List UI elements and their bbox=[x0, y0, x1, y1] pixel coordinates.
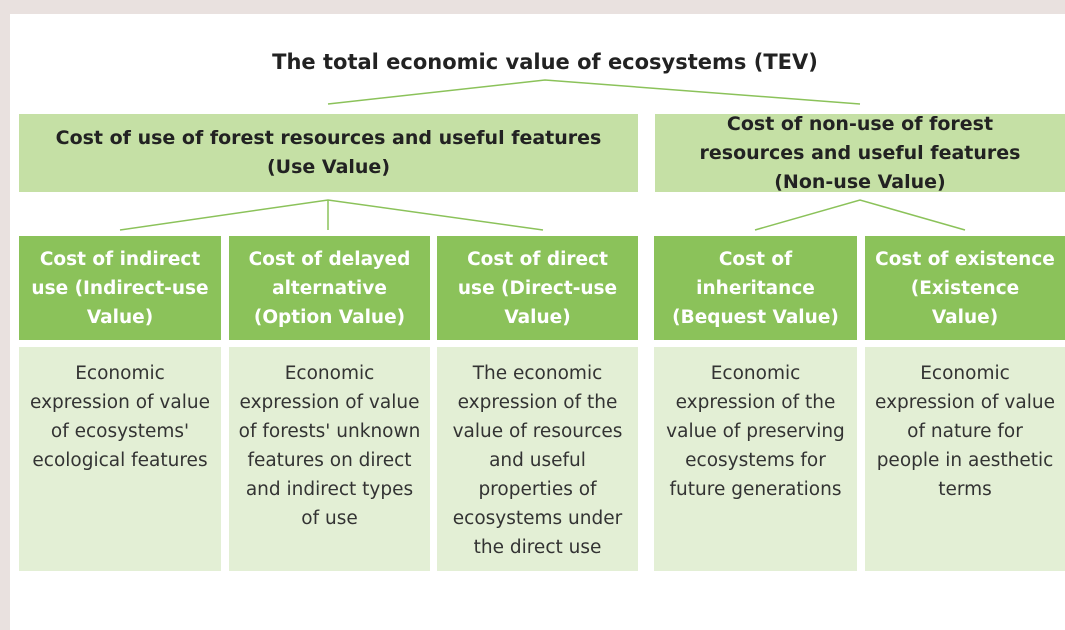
item-description: The economic expression of the value of … bbox=[437, 347, 638, 571]
item-header: Cost of inheritance (Bequest Value) bbox=[654, 236, 857, 340]
item-header: Cost of existence (Existence Value) bbox=[865, 236, 1065, 340]
item-description: Economic expression of value of nature f… bbox=[865, 347, 1065, 571]
group-box: Cost of use of forest resources and usef… bbox=[19, 114, 638, 192]
item-description: Economic expression of value of ecosyste… bbox=[19, 347, 221, 571]
item-description: Economic expression of the value of pres… bbox=[654, 347, 857, 571]
item-header: Cost of indirect use (Indirect-use Value… bbox=[19, 236, 221, 340]
title: The total economic value of ecosystems (… bbox=[272, 50, 818, 74]
group-box: Cost of non-use of forest resources and … bbox=[655, 113, 1065, 193]
item-header: Cost of delayed alternative (Option Valu… bbox=[229, 236, 430, 340]
connector bbox=[327, 79, 861, 105]
item-header: Cost of direct use (Direct-use Value) bbox=[437, 236, 638, 340]
connector bbox=[119, 199, 544, 231]
connector bbox=[754, 199, 966, 231]
item-description: Economic expression of value of forests'… bbox=[229, 347, 430, 571]
